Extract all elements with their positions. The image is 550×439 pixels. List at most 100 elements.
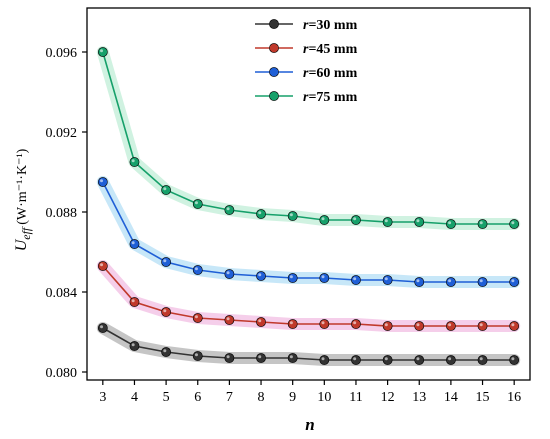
data-point-highlight <box>163 187 167 191</box>
data-point <box>224 315 235 325</box>
data-point-highlight <box>353 321 357 325</box>
data-point <box>129 239 140 249</box>
data-point <box>97 47 108 57</box>
y-tick-label: 0.096 <box>46 46 78 61</box>
y-tick-label: 0.080 <box>46 366 78 381</box>
data-point-highlight <box>384 219 388 223</box>
data-point <box>477 321 488 331</box>
series-line-0 <box>102 327 515 361</box>
legend-marker <box>269 43 279 53</box>
data-point-highlight <box>100 179 104 183</box>
x-tick-label: 4 <box>131 390 138 405</box>
data-point <box>319 319 330 329</box>
y-tick-label: 0.084 <box>46 286 78 301</box>
data-point-highlight <box>353 357 357 361</box>
data-point-highlight <box>384 323 388 327</box>
data-point-highlight <box>416 219 420 223</box>
data-point <box>509 277 520 287</box>
data-point <box>161 257 172 267</box>
data-point-highlight <box>511 323 515 327</box>
x-tick-label: 12 <box>381 390 395 405</box>
data-point <box>445 321 456 331</box>
data-point-highlight <box>353 277 357 281</box>
data-point <box>382 217 393 227</box>
data-point <box>351 215 361 225</box>
data-point <box>287 353 298 363</box>
data-point <box>97 177 108 187</box>
data-point-highlight <box>226 355 230 359</box>
data-point-highlight <box>226 271 230 275</box>
data-point <box>414 355 425 365</box>
data-point <box>256 353 266 363</box>
legend-label: r=60 mm <box>303 66 358 81</box>
x-tick-label: 15 <box>476 390 490 405</box>
data-point <box>414 217 425 227</box>
x-tick-label: 9 <box>289 390 296 405</box>
data-point-highlight <box>289 275 293 279</box>
y-axis-title: Ueff(W·m⁻¹·K⁻¹) <box>13 148 33 251</box>
y-tick-label: 0.092 <box>46 126 78 141</box>
data-point <box>382 355 393 365</box>
data-point-highlight <box>321 217 325 221</box>
data-point-highlight <box>226 207 230 211</box>
legend-label: r=30 mm <box>303 18 358 33</box>
data-point-highlight <box>511 221 515 225</box>
data-point-highlight <box>100 49 104 53</box>
data-point <box>414 277 425 287</box>
y-tick-label: 0.088 <box>46 206 78 221</box>
data-point-highlight <box>448 279 452 283</box>
data-point-highlight <box>416 279 420 283</box>
data-point-highlight <box>163 259 167 263</box>
data-point-highlight <box>100 325 104 329</box>
data-point <box>287 211 298 221</box>
data-point <box>477 219 488 229</box>
data-point-highlight <box>258 273 262 277</box>
data-point <box>477 277 488 287</box>
data-point-highlight <box>416 357 420 361</box>
data-point <box>351 355 361 365</box>
data-point <box>161 347 172 357</box>
x-tick-label: 8 <box>258 390 265 405</box>
data-point-highlight <box>321 321 325 325</box>
plot-frame <box>86 7 531 381</box>
data-point-highlight <box>194 315 198 319</box>
data-point-highlight <box>258 355 262 359</box>
data-point <box>445 219 456 229</box>
data-point <box>414 321 425 331</box>
x-tick-label: 11 <box>349 390 362 405</box>
data-point <box>224 205 235 215</box>
data-point-highlight <box>511 279 515 283</box>
data-point <box>192 313 203 323</box>
data-point <box>319 215 330 225</box>
data-point-highlight <box>289 355 293 359</box>
data-point-highlight <box>163 309 167 313</box>
data-point-highlight <box>194 267 198 271</box>
legend-marker <box>269 67 279 77</box>
series-line-3 <box>102 51 515 225</box>
series-band-2 <box>96 176 521 288</box>
legend: r=30 mm r=45 mm r=60 mm r=75 mm <box>255 18 358 105</box>
x-tick-label: 16 <box>507 390 521 405</box>
data-point <box>129 157 140 167</box>
data-point-highlight <box>131 299 135 303</box>
x-tick-label: 7 <box>226 390 233 405</box>
data-point <box>256 271 266 281</box>
data-point <box>445 355 456 365</box>
data-point-highlight <box>448 323 452 327</box>
data-point-highlight <box>131 241 135 245</box>
data-point <box>192 199 203 209</box>
x-tick-label: 10 <box>317 390 331 405</box>
x-tick-label: 5 <box>163 390 170 405</box>
data-point <box>509 321 520 331</box>
x-axis-ticks: 3 4 5 6 7 8 9 10 11 12 13 14 15 16 <box>99 380 521 405</box>
x-tick-label: 14 <box>444 390 458 405</box>
data-point <box>161 307 172 317</box>
data-point-highlight <box>384 277 388 281</box>
data-point-highlight <box>131 159 135 163</box>
data-point-highlight <box>289 213 293 217</box>
data-point <box>129 297 140 307</box>
x-tick-label: 6 <box>194 390 201 405</box>
data-point <box>287 319 298 329</box>
x-tick-label: 3 <box>99 390 106 405</box>
data-point-highlight <box>289 321 293 325</box>
